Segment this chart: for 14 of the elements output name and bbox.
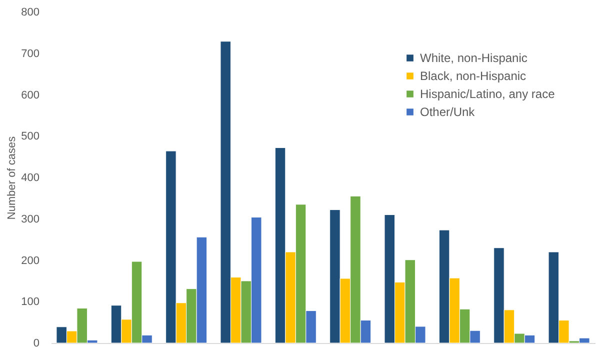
- legend-label: Black, non-Hispanic: [420, 69, 526, 83]
- y-tick-label: 400: [21, 172, 40, 184]
- legend-label: Other/Unk: [420, 105, 476, 119]
- y-axis-title: Number of cases: [6, 136, 18, 220]
- y-tick-label: 700: [21, 48, 40, 60]
- y-tick-label: 300: [21, 213, 40, 226]
- legend-label: White, non-Hispanic: [420, 51, 528, 65]
- y-tick-label: 500: [21, 130, 40, 143]
- y-tick-label: 800: [21, 6, 40, 18]
- y-tick-label: 200: [21, 254, 40, 267]
- legend-label: Hispanic/Latino, any race: [420, 87, 556, 101]
- y-tick-label: 100: [21, 296, 40, 308]
- y-tick-label: 0: [33, 338, 40, 350]
- y-tick-label: 600: [21, 89, 40, 102]
